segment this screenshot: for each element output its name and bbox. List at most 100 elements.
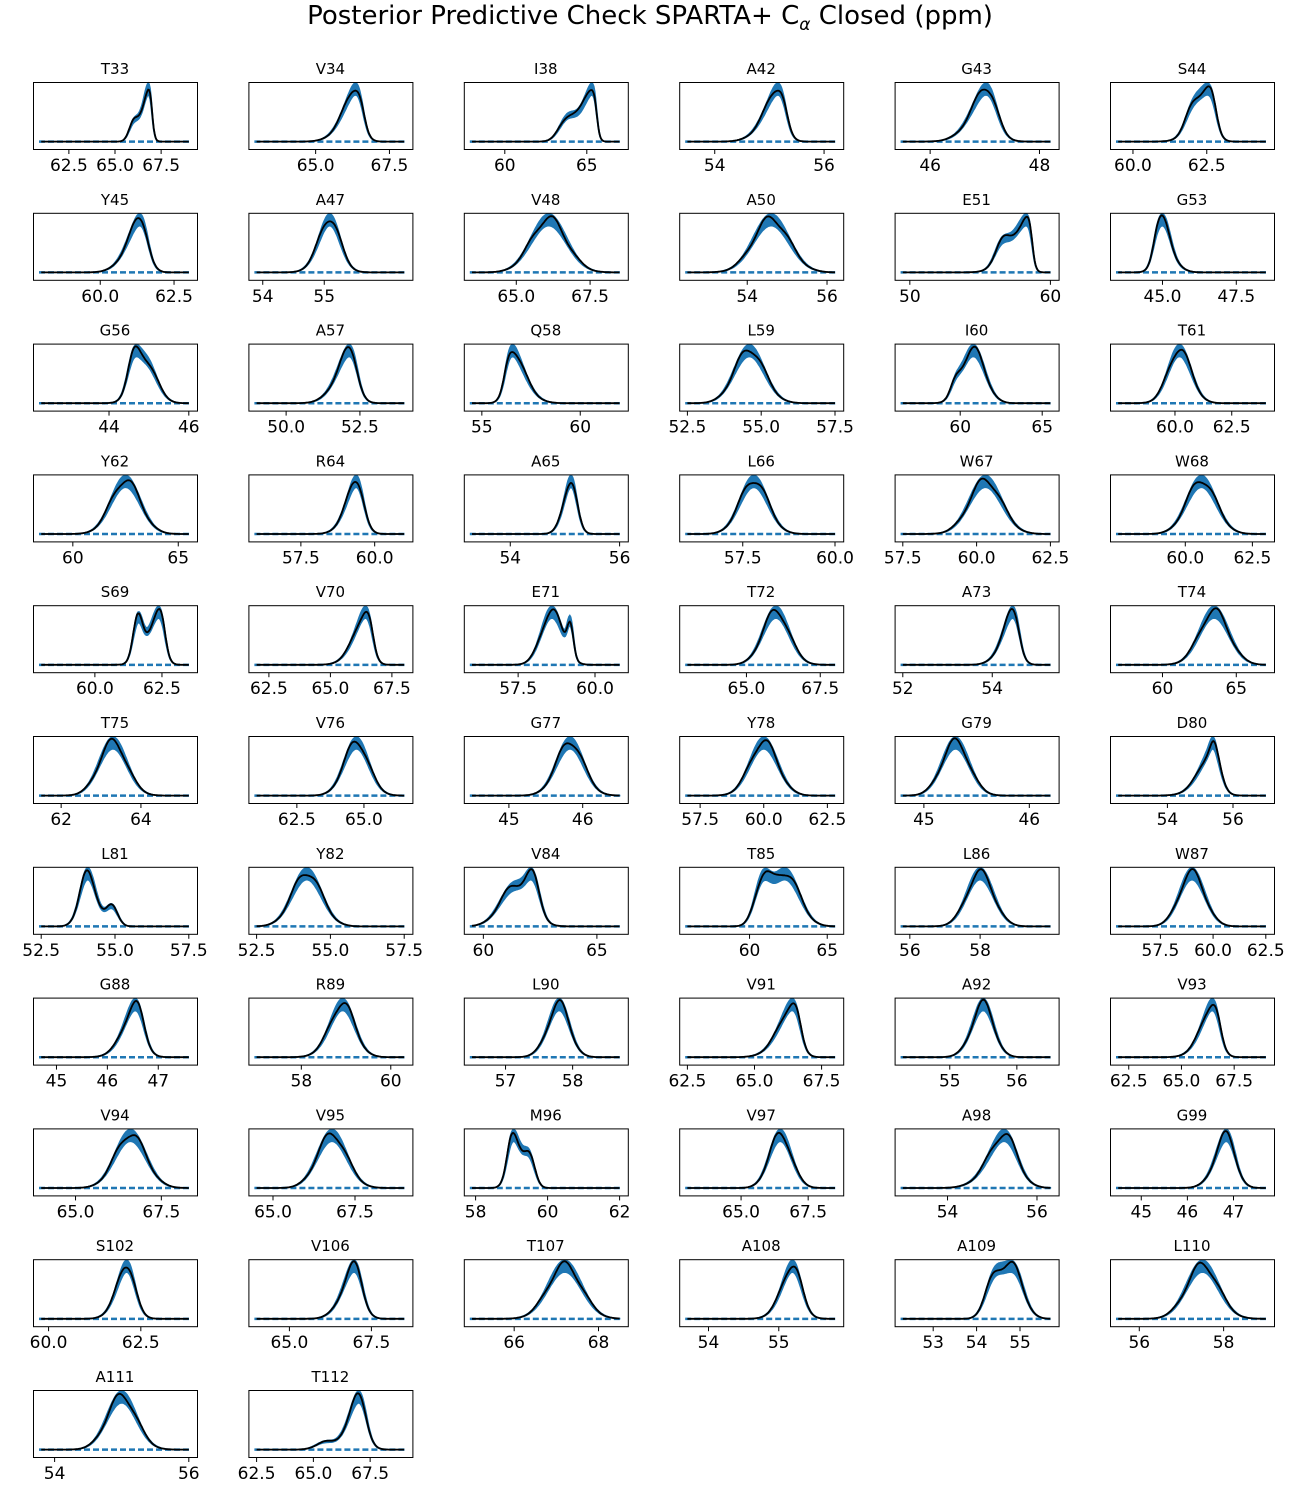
x-tick-label: 65 xyxy=(576,156,598,176)
subplot-V106: V106 65.0 67.5 xyxy=(248,1237,414,1353)
axes-frame xyxy=(33,212,198,281)
subplot-R89: R89 58 60 xyxy=(248,976,414,1092)
predictive-band xyxy=(687,1259,835,1320)
subplot-G88: G88 45 46 47 xyxy=(33,976,198,1092)
axes-frame xyxy=(248,212,414,281)
predictive-band xyxy=(902,82,1051,143)
subplot-A73: A73 52 54 xyxy=(892,583,1060,699)
x-tick-label: 60 xyxy=(1152,679,1174,699)
subplot-V48: V48 65.0 67.5 xyxy=(463,191,629,307)
observed-density-line xyxy=(256,1132,405,1189)
x-tick-label: 47.5 xyxy=(1217,287,1255,307)
predictive-band xyxy=(902,343,1051,404)
observed-density-line xyxy=(41,607,189,666)
axes-frame xyxy=(894,82,1060,150)
x-tick-label: 67.5 xyxy=(801,679,839,699)
observed-density-line xyxy=(472,482,620,535)
subplot-title: T33 xyxy=(100,60,129,78)
observed-density-line xyxy=(41,217,189,274)
subplot-title: V34 xyxy=(316,60,345,78)
predictive-band xyxy=(902,213,1051,274)
x-tick-label: 65 xyxy=(1225,679,1247,699)
x-tick-label: 65.0 xyxy=(1163,1072,1201,1092)
subplot-title: Y45 xyxy=(100,191,129,209)
x-tick-label: 46 xyxy=(1018,810,1040,830)
x-tick-label: 58 xyxy=(291,1072,313,1092)
subplot-title: V94 xyxy=(100,1106,129,1124)
subplot-title: L90 xyxy=(532,976,559,994)
x-tick-label: 60 xyxy=(739,941,761,961)
predictive-band xyxy=(687,82,835,143)
x-tick-label: 65.0 xyxy=(311,679,349,699)
subplot-V93: V93 62.5 65.0 67.5 xyxy=(1110,976,1275,1092)
axes-frame xyxy=(679,866,845,935)
x-tick-label: 67.5 xyxy=(351,1464,389,1484)
x-tick-label: 52.5 xyxy=(668,418,706,438)
x-tick-label: 45 xyxy=(46,1072,68,1092)
subplot-title: A98 xyxy=(962,1106,991,1124)
x-tick-label: 67.5 xyxy=(1215,1072,1253,1092)
predictive-band xyxy=(41,81,189,143)
axes-frame xyxy=(33,605,198,674)
subplot-title: W68 xyxy=(1175,452,1209,470)
axes-frame xyxy=(463,1128,629,1197)
subplot-title: A109 xyxy=(957,1237,996,1255)
x-tick-label: 60 xyxy=(494,156,516,176)
subplot-E51: E51 50 60 xyxy=(894,191,1061,307)
x-tick-label: 65.0 xyxy=(270,1333,308,1353)
observed-density-line xyxy=(256,1260,405,1320)
subplot-title: L81 xyxy=(101,845,128,863)
predictive-band xyxy=(472,605,620,666)
axes-frame xyxy=(248,1128,414,1197)
axes-frame xyxy=(1110,343,1275,412)
predictive-band xyxy=(1118,213,1266,274)
subplot-title: A65 xyxy=(531,452,560,470)
subplot-title: A111 xyxy=(96,1368,135,1386)
observed-density-line xyxy=(472,215,620,274)
x-tick-label: 55 xyxy=(313,287,335,307)
axes-frame xyxy=(1110,474,1275,543)
x-tick-label: 60.0 xyxy=(576,679,614,699)
x-tick-label: 57.5 xyxy=(385,941,423,961)
subplot-title: T85 xyxy=(746,845,775,863)
subplot-title: E51 xyxy=(962,191,991,209)
axes-frame xyxy=(1110,605,1275,674)
x-tick-label: 67.5 xyxy=(789,1202,827,1222)
subplot-title: L66 xyxy=(747,452,774,470)
subplot-V76: V76 62.5 65.0 xyxy=(248,714,414,830)
axes-frame xyxy=(1110,212,1275,281)
subplot-title: A50 xyxy=(747,191,776,209)
x-tick-label: 46 xyxy=(178,418,200,438)
observed-density-line xyxy=(41,1392,189,1451)
observed-density-line xyxy=(902,737,1051,797)
subplot-title: D80 xyxy=(1177,714,1208,732)
axes-frame xyxy=(679,1259,845,1328)
x-tick-label: 54 xyxy=(937,1202,959,1222)
predictive-band xyxy=(41,605,189,666)
subplot-A50: A50 54 56 xyxy=(679,191,845,307)
x-tick-label: 60 xyxy=(949,418,971,438)
observed-density-line xyxy=(41,1266,189,1320)
x-tick-label: 62 xyxy=(50,810,72,830)
predictive-band xyxy=(472,82,620,143)
subplot-title: V93 xyxy=(1177,976,1206,994)
observed-density-line xyxy=(472,1260,620,1320)
subplot-title: V76 xyxy=(316,714,345,732)
predictive-band xyxy=(1118,736,1266,797)
observed-density-line xyxy=(472,89,620,143)
subplot-A42: A42 54 56 xyxy=(679,60,845,176)
x-tick-label: 56 xyxy=(899,941,921,961)
axes-frame xyxy=(248,997,414,1066)
subplot-title: G77 xyxy=(530,714,561,732)
predictive-band xyxy=(41,1390,189,1451)
observed-density-line xyxy=(902,88,1051,143)
axes-frame xyxy=(1110,82,1275,150)
x-tick-label: 54 xyxy=(966,1333,988,1353)
axes-frame xyxy=(248,736,414,804)
axes-frame xyxy=(463,997,629,1066)
x-tick-label: 57 xyxy=(495,1072,517,1092)
predictive-band xyxy=(41,343,189,404)
subplot-T85: T85 60 65 xyxy=(679,845,845,961)
observed-density-line xyxy=(902,1260,1051,1320)
subplot-T75: T75 62 64 xyxy=(33,714,198,830)
